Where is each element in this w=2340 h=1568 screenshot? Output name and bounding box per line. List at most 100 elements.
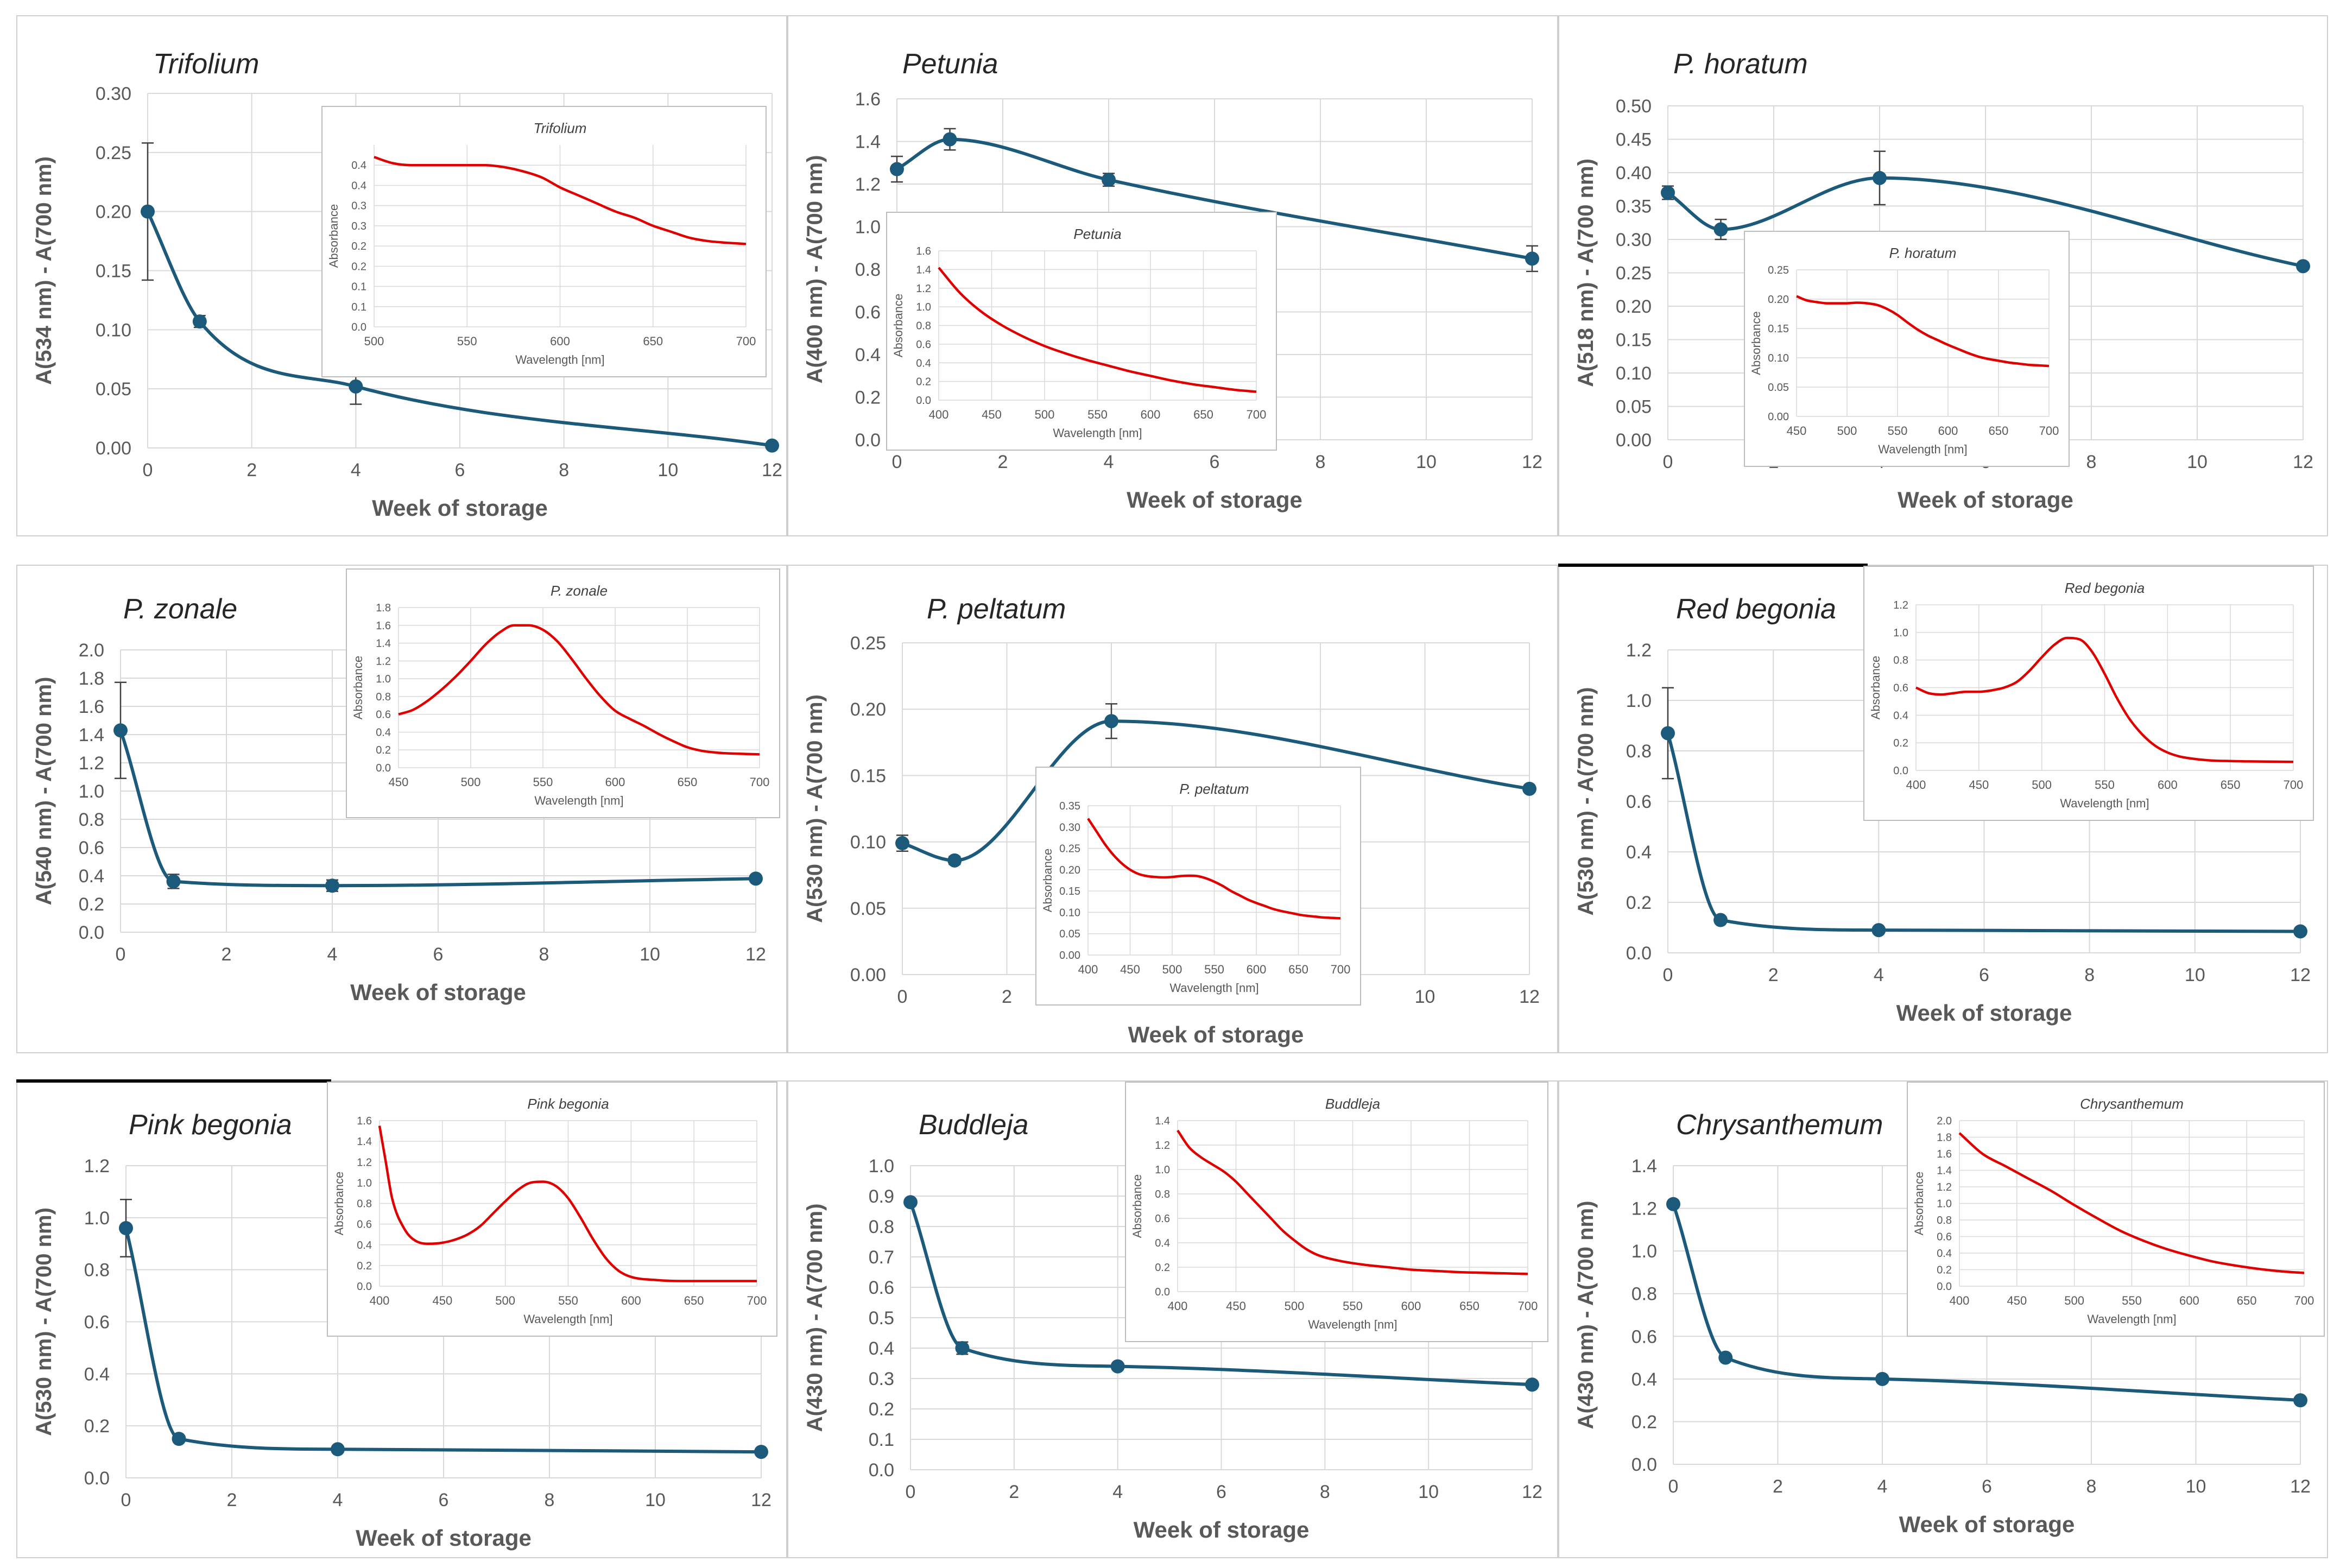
- inset-x-tick-label: 550: [558, 1294, 578, 1307]
- x-tick-label: 12: [745, 944, 766, 965]
- inset-y-tick-label: 1.4: [916, 264, 931, 276]
- data-point: [172, 1432, 186, 1446]
- y-tick-label: 0.6: [869, 1278, 894, 1298]
- y-tick-label: 0.6: [79, 838, 104, 858]
- inset-x-tick-label: 700: [736, 334, 756, 348]
- data-point: [2293, 1393, 2307, 1408]
- inset-y-tick-label: 0.6: [916, 339, 931, 351]
- y-tick-label: 0.0: [84, 1468, 110, 1489]
- inset-x-tick-label: 550: [533, 775, 553, 789]
- x-tick-label: 4: [327, 944, 338, 965]
- x-axis-label: Week of storage: [1899, 1512, 2075, 1537]
- inset-y-tick-label: 1.2: [1937, 1181, 1952, 1193]
- inset-x-tick-label: 500: [495, 1294, 515, 1307]
- inset-spectrum-line: [1796, 295, 2050, 368]
- inset-x-tick-label: 400: [1906, 778, 1926, 792]
- x-tick-label: 10: [1418, 1482, 1439, 1502]
- data-point: [192, 314, 207, 329]
- x-tick-label: 2: [246, 460, 257, 480]
- x-tick-label: 10: [2186, 1476, 2206, 1497]
- data-point: [325, 878, 339, 893]
- inset-y-tick-label: 0.8: [1893, 655, 1908, 667]
- data-point: [1713, 913, 1728, 927]
- y-tick-label: 0.10: [850, 832, 886, 853]
- chart-panel: 0 2 4 6 8 10 12 0.0 0.2 0.4 0.6 0.8 1.0 1.2 1.4 1.6 Week…: [787, 15, 1558, 536]
- panel-title: Buddleja: [919, 1109, 1029, 1141]
- data-point: [331, 1442, 345, 1457]
- inset-x-tick-label: 450: [1787, 424, 1807, 438]
- inset-y-tick-label: 0.10: [1059, 907, 1080, 919]
- x-axis-label: Week of storage: [356, 1525, 532, 1551]
- inset-spectrum-line: [378, 1126, 757, 1282]
- x-tick-label: 6: [1210, 452, 1220, 472]
- y-tick-label: 1.0: [869, 1156, 894, 1177]
- data-point: [1875, 1371, 1889, 1386]
- inset-y-tick-label: 0.1: [351, 281, 366, 293]
- inset-chart-svg: 400 450 500 550 600 650 700 0.0 0.2 0.4 0.6 0.8 1.0 1…: [332, 1096, 767, 1326]
- x-axis-label: Week of storage: [1134, 1517, 1310, 1542]
- x-tick-label: 2: [1002, 987, 1012, 1007]
- y-tick-label: 0.25: [1616, 263, 1652, 284]
- inset-y-tick-label: 0.8: [1155, 1188, 1170, 1200]
- panel-title: Pink begonia: [129, 1109, 292, 1141]
- panel-title: Chrysanthemum: [1676, 1109, 1883, 1141]
- inset-y-tick-label: 0.0: [916, 395, 931, 407]
- inset-y-axis-label: Absorbance: [1912, 1172, 1926, 1235]
- inset-spectrum-line: [1915, 636, 2294, 763]
- series-line: [1672, 1203, 2301, 1402]
- panel-title: Petunia: [902, 48, 998, 80]
- inset-x-tick-label: 600: [605, 775, 625, 789]
- inset-y-axis-label: Absorbance: [891, 294, 905, 357]
- inset-y-tick-label: 0.2: [376, 744, 391, 756]
- inset-x-tick-label: 600: [1938, 424, 1958, 438]
- inset-x-tick-label: 600: [621, 1294, 641, 1307]
- panel-title: P. horatum: [1673, 48, 1808, 80]
- inset-y-tick-label: 1.8: [376, 602, 391, 614]
- y-tick-label: 0.8: [1631, 1284, 1657, 1305]
- y-tick-label: 0.0: [869, 1460, 894, 1481]
- data-point: [903, 1195, 918, 1210]
- series-line: [909, 1202, 1533, 1387]
- inset-x-tick-label: 600: [2158, 778, 2178, 792]
- x-tick-label: 10: [657, 460, 678, 480]
- y-tick-label: 0.25: [850, 633, 886, 654]
- inset-y-tick-label: 0.15: [1768, 323, 1789, 335]
- y-tick-label: 0.5: [869, 1308, 894, 1329]
- y-tick-label: 1.0: [1626, 691, 1652, 711]
- y-tick-label: 0.4: [855, 345, 881, 365]
- y-tick-label: 0.15: [96, 261, 131, 282]
- inset-spectrum-line: [1087, 818, 1341, 920]
- chart-panel: 0 2 4 6 8 10 12 0.0 0.1 0.2 0.3 0.4 0.5 0.6 0.7 0.8 0.9 1…: [787, 1080, 1558, 1558]
- inset-y-tick-label: 1.2: [1893, 599, 1908, 611]
- inset-y-tick-label: 0.2: [1155, 1262, 1170, 1274]
- inset-y-tick-label: 0.25: [1768, 264, 1789, 276]
- inset-x-tick-label: 650: [684, 1294, 704, 1307]
- x-tick-label: 2: [227, 1490, 237, 1510]
- inset-y-tick-label: 1.4: [357, 1136, 372, 1148]
- inset-y-tick-label: 0.4: [351, 180, 366, 192]
- inset-x-axis-label: Wavelength [nm]: [2060, 796, 2149, 810]
- inset-y-tick-label: 0.6: [1893, 682, 1908, 694]
- inset-title: Petunia: [1073, 226, 1121, 242]
- x-tick-label: 4: [333, 1490, 343, 1510]
- inset-y-tick-label: 1.8: [1937, 1132, 1952, 1144]
- x-axis-label: Week of storage: [1127, 487, 1302, 513]
- inset-x-tick-label: 450: [1226, 1299, 1246, 1313]
- series-line: [1667, 176, 2304, 268]
- inset-x-tick-label: 450: [389, 775, 409, 789]
- inset-chart-svg: 400 450 500 550 600 650 700 0.0 0.2 0.4 0.6 0.8 1.0 1…: [891, 226, 1266, 440]
- inset-y-tick-label: 0.15: [1059, 886, 1080, 897]
- x-tick-label: 2: [1009, 1482, 1019, 1502]
- inset-x-tick-label: 450: [2007, 1294, 2027, 1307]
- inset-y-tick-label: 0.4: [1155, 1237, 1170, 1249]
- x-tick-label: 0: [116, 944, 126, 965]
- inset-y-tick-label: 1.0: [376, 673, 391, 685]
- x-tick-label: 6: [1982, 1476, 1992, 1497]
- main-chart-svg: 0 2 4 6 8 10 12 0.0 0.1 0.2 0.3 0.4 0.5 0.6 0.7 0.8 0.9 1…: [803, 1156, 1542, 1542]
- y-tick-label: 0.4: [84, 1364, 110, 1384]
- y-tick-label: 1.2: [1626, 640, 1652, 661]
- y-tick-label: 0.7: [869, 1247, 894, 1268]
- inset-y-axis-label: Absorbance: [351, 656, 365, 719]
- x-tick-label: 10: [2187, 452, 2208, 472]
- panel-title: Red begonia: [1676, 593, 1836, 625]
